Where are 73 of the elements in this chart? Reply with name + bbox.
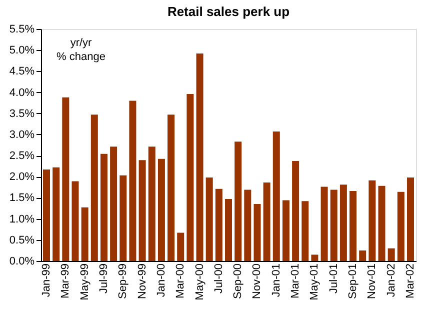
bar [72,181,79,261]
y-tick-label: 3.5% [9,108,35,120]
bar [158,158,165,261]
x-tick-label: Jan-02 [385,264,398,298]
bar [397,192,404,261]
x-tick-label: Nov-99 [136,264,148,299]
bar [148,146,156,261]
x-tick-label: May-99 [78,264,91,300]
bar [196,53,204,261]
y-tick-label: 3.0% [9,128,35,141]
bar [388,248,395,261]
x-tick-label: Jan-00 [155,264,168,298]
x-tick-label: Nov-00 [251,264,264,299]
x-tick-label: Jul-99 [98,264,110,294]
bar [168,114,175,261]
x-tick-label: Sep-01 [347,264,360,299]
bar [311,254,318,261]
x-tick-label: Jul-00 [212,264,225,294]
y-tick-label: 5.5% [9,24,35,36]
bar [177,232,184,261]
x-tick-label: Nov-01 [366,264,378,299]
bar [254,204,261,261]
bar [81,207,88,261]
bar [359,250,366,261]
bar [186,94,194,261]
bar [320,186,328,261]
bar [330,190,338,261]
bar [215,188,222,261]
y-tick-label: 0.0% [9,256,35,268]
bar [100,154,108,261]
bar [302,201,309,261]
x-tick-label: May-00 [194,264,206,300]
y-tick-label: 0.5% [9,234,35,246]
x-tick-label: Mar-02 [404,264,416,298]
bar [378,186,386,261]
bar [62,97,70,261]
bar [90,114,98,261]
bar [43,169,50,261]
x-tick-label: May-01 [308,264,321,300]
bar [120,175,127,261]
annotation: yr/yr % change [56,37,106,63]
bar [206,177,213,261]
x-tick-label: Mar-99 [60,264,72,298]
bar [340,184,347,261]
x-tick-label: Jan-99 [40,264,53,298]
bar [282,200,290,261]
y-tick-label: 1.5% [9,192,35,204]
y-tick-label: 5.0% [9,44,35,57]
bar [368,180,376,261]
bar [292,161,300,261]
bar [406,177,414,261]
x-tick-label: Jan-01 [270,264,282,298]
bar [225,198,232,261]
bar [272,132,280,261]
x-tick-label: Sep-99 [117,264,130,299]
bar [263,182,270,261]
x-tick-label: Mar-00 [174,264,187,298]
y-tick-label: 4.5% [9,66,35,78]
y-tick-label: 2.5% [9,150,35,162]
y-tick-label: 2.0% [9,171,35,184]
bar [234,142,242,261]
bar [138,160,146,261]
bar [110,146,118,261]
y-tick-label: 4.0% [9,86,35,99]
chart-title: Retail sales perk up [167,4,290,19]
y-tick-label: 1.0% [9,213,35,226]
bar [350,190,357,261]
x-tick-label: Jul-01 [328,264,340,294]
bar [244,190,252,261]
bar [52,167,60,261]
x-tick-label: Mar-01 [290,264,302,298]
x-tick-label: Sep-00 [232,264,244,299]
bar [129,100,136,261]
